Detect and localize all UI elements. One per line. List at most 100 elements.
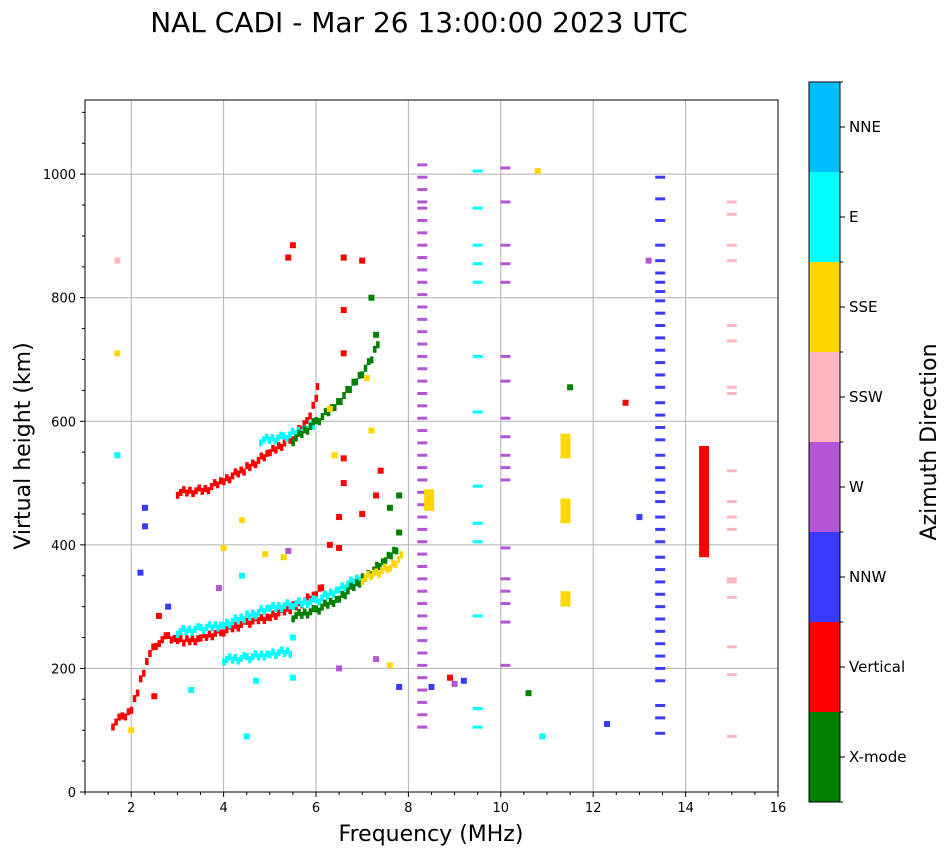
column-dash [726, 324, 737, 328]
e-layer-cyan-mark [253, 650, 258, 658]
upper-trace-red-mark [236, 470, 241, 478]
lower-trace-cyan-mark [328, 588, 333, 596]
column-dash [417, 725, 428, 729]
column-dash [655, 453, 666, 457]
upper-trace-red-mark [188, 486, 192, 494]
lower-trace-cyan-mark [352, 578, 356, 586]
upper-trace-xmode-mark [339, 398, 343, 406]
column-dash [655, 348, 666, 352]
scatter-point [396, 492, 403, 499]
colorbar-segment [809, 532, 840, 622]
lower-trace-cyan-mark [216, 624, 220, 632]
lower-trace-red-mark [123, 713, 128, 721]
lower-trace-red-mark [250, 617, 255, 625]
e-layer-cyan-mark [271, 648, 275, 656]
lower-trace-cyan-mark [213, 621, 217, 629]
scatter-point [326, 541, 333, 548]
x-tick-label: 2 [127, 801, 135, 816]
column-dash [500, 546, 511, 550]
lower-trace-sse-mark [391, 559, 395, 567]
lower-trace-xmode-mark [320, 603, 324, 611]
scatter-point [326, 405, 333, 412]
chart-title: NAL CADI - Mar 26 13:00:00 2023 UTC [150, 6, 688, 39]
column-dash [417, 515, 428, 519]
e-layer-cyan-mark [242, 652, 246, 660]
upper-trace-red-mark [262, 454, 267, 462]
scatter-point [289, 674, 296, 681]
column-dash [417, 305, 428, 309]
lower-trace-xmode-mark [343, 592, 347, 600]
lower-trace-xmode-mark [326, 601, 330, 609]
upper-trace-cyan-mark [311, 422, 315, 430]
lower-trace-cyan-mark [175, 630, 180, 638]
column-dash [500, 602, 511, 606]
lower-trace-cyan-mark [314, 596, 318, 604]
scatter-point [289, 634, 296, 641]
upper-trace-red-mark [288, 436, 293, 444]
lower-trace-red-mark [256, 617, 261, 625]
lower-trace-cyan-mark [184, 628, 189, 636]
scatter-point [220, 544, 227, 551]
lower-trace-cyan-mark [210, 624, 215, 632]
column-dash [655, 280, 666, 284]
y-axis-label: Virtual height (km) [11, 342, 36, 549]
upper-trace-xmode-mark [305, 427, 310, 435]
lower-trace-cyan-mark [311, 595, 316, 603]
upper-trace-xmode-mark [311, 418, 316, 426]
column-dash [417, 218, 428, 222]
column-dash [655, 218, 666, 222]
column-dash [726, 469, 737, 473]
scatter-point [373, 492, 380, 499]
lower-trace-red-mark [224, 626, 229, 634]
column-dash [726, 527, 737, 531]
column-dash [417, 700, 428, 704]
scatter-point [396, 683, 403, 690]
scatter-point [142, 504, 149, 511]
lower-trace-xmode-mark [294, 612, 298, 620]
column-dash [417, 441, 428, 445]
lower-trace-cyan-mark [239, 613, 243, 621]
lower-trace-cyan-mark [357, 576, 362, 584]
column-dash [655, 592, 666, 596]
column-dash [417, 713, 428, 717]
upper-trace-red-mark [250, 459, 255, 467]
column-dash [417, 602, 428, 606]
column-dash [417, 206, 428, 210]
lower-trace-cyan-mark [196, 623, 200, 631]
column-dash [472, 725, 483, 729]
lower-trace-red-mark [239, 621, 243, 629]
lower-trace-red-mark [311, 591, 316, 599]
lower-trace-cyan-mark [219, 621, 223, 629]
upper-trace-red-mark [185, 489, 189, 497]
lower-trace-red-mark [157, 640, 161, 648]
column-dash [655, 500, 666, 504]
lower-trace-cyan-mark [326, 592, 330, 600]
lower-trace-xmode-mark [375, 561, 379, 569]
lower-trace-red-mark [222, 629, 226, 637]
scatter-point [534, 168, 541, 175]
e-layer-cyan-mark [227, 653, 232, 661]
column-dash [417, 503, 428, 507]
e-layer-cyan-mark [245, 653, 249, 661]
scatter-point [151, 693, 158, 700]
scatter-point [128, 727, 135, 734]
lower-trace-cyan-mark [297, 597, 301, 605]
x-tick-label: 6 [312, 801, 320, 816]
lower-trace-red-mark [178, 635, 183, 643]
column-dash [417, 175, 428, 179]
column-dash [726, 339, 737, 343]
lower-trace-red-mark [114, 718, 118, 726]
upper-trace-cyan-mark [285, 435, 289, 443]
x-axis-ticks: 2 4 6 8 10 12 14 16 [84, 792, 786, 816]
scatter-point [239, 572, 246, 579]
lower-trace-red-mark [317, 584, 322, 592]
x-tick-label: 8 [404, 801, 412, 816]
lower-trace-red-mark [285, 604, 290, 612]
upper-trace-red-mark [279, 443, 284, 451]
lower-trace-red-mark [172, 634, 177, 642]
scatter-point [285, 254, 292, 261]
scatter-point [114, 452, 121, 459]
lower-trace-red-mark [151, 643, 155, 651]
x-tick-label: 14 [677, 801, 694, 816]
